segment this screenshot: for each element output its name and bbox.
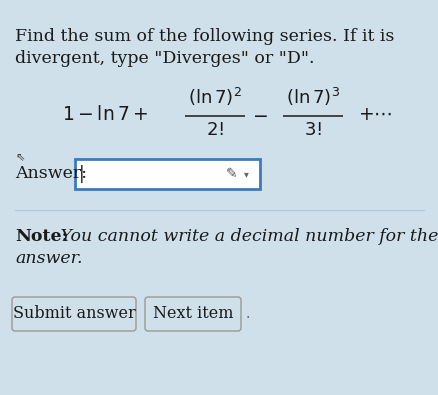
Text: Answer:: Answer: [15, 164, 87, 181]
Text: divergent, type "Diverges" or "D".: divergent, type "Diverges" or "D". [15, 50, 314, 67]
Text: answer.: answer. [15, 250, 82, 267]
FancyBboxPatch shape [12, 297, 136, 331]
Text: $-$: $-$ [251, 106, 267, 124]
FancyBboxPatch shape [75, 159, 259, 189]
Text: $1 - \ln 7 +$: $1 - \ln 7 +$ [62, 105, 148, 124]
Text: Note:: Note: [15, 228, 68, 245]
Text: You cannot write a decimal number for the: You cannot write a decimal number for th… [55, 228, 438, 245]
Text: .: . [245, 307, 250, 321]
Text: $(\ln 7)^2$: $(\ln 7)^2$ [188, 86, 241, 108]
FancyBboxPatch shape [145, 297, 240, 331]
Text: ✎: ✎ [226, 167, 237, 181]
Text: $2!$: $2!$ [205, 121, 223, 139]
Text: $(\ln 7)^3$: $(\ln 7)^3$ [286, 86, 339, 108]
Text: $3!$: $3!$ [304, 121, 321, 139]
Text: Find the sum of the following series. If it is: Find the sum of the following series. If… [15, 28, 393, 45]
Text: $+\cdots$: $+\cdots$ [357, 106, 392, 124]
Text: Next item: Next item [152, 305, 233, 322]
Text: Submit answer: Submit answer [13, 305, 135, 322]
Text: |: | [79, 165, 85, 183]
Text: ⇖: ⇖ [15, 153, 25, 163]
Text: ▾: ▾ [243, 169, 248, 179]
